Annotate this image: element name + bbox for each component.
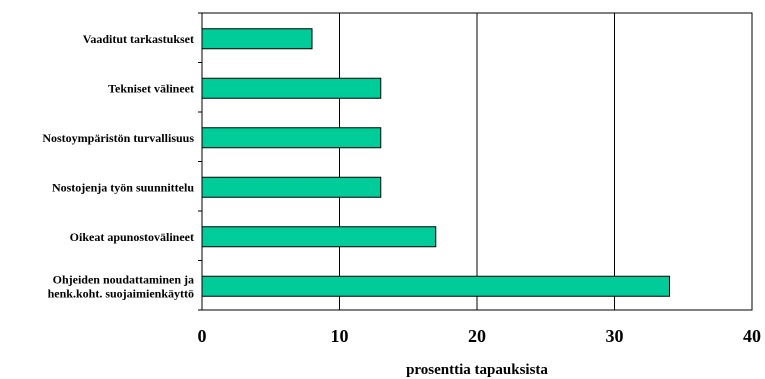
category-label: henk.koht. suojaimienkäyttö [48, 286, 194, 300]
bar [201, 77, 382, 99]
y-axis-ticks [198, 12, 202, 311]
category-label: Nostojenja työn suunnittelu [52, 180, 194, 194]
category-label: Vaaditut tarkastukset [83, 32, 194, 46]
x-axis-title: prosenttia tapauksista [406, 362, 548, 378]
category-label: Tekniset välineet [108, 81, 194, 95]
x-tick-label: 20 [468, 326, 486, 346]
bar [201, 226, 437, 248]
x-tick-label: 30 [606, 326, 624, 346]
x-tick-label: 0 [198, 326, 207, 346]
bar [201, 127, 382, 149]
x-tick-label: 10 [331, 326, 349, 346]
grid-lines [339, 13, 615, 310]
x-tick-label: 40 [743, 326, 761, 346]
category-label: Ohjeiden noudattaminen ja [53, 272, 194, 286]
category-labels: Vaaditut tarkastukset Tekniset välineet No… [42, 32, 194, 301]
bar [201, 28, 313, 50]
x-tick-labels: 0 10 20 30 40 [198, 326, 762, 346]
category-label: Nostoympäristön turvallisuus [42, 131, 194, 145]
category-label: Oikeat apunostovälineet [70, 230, 194, 244]
bar [201, 275, 670, 297]
bars [201, 28, 670, 297]
bar [201, 176, 382, 198]
